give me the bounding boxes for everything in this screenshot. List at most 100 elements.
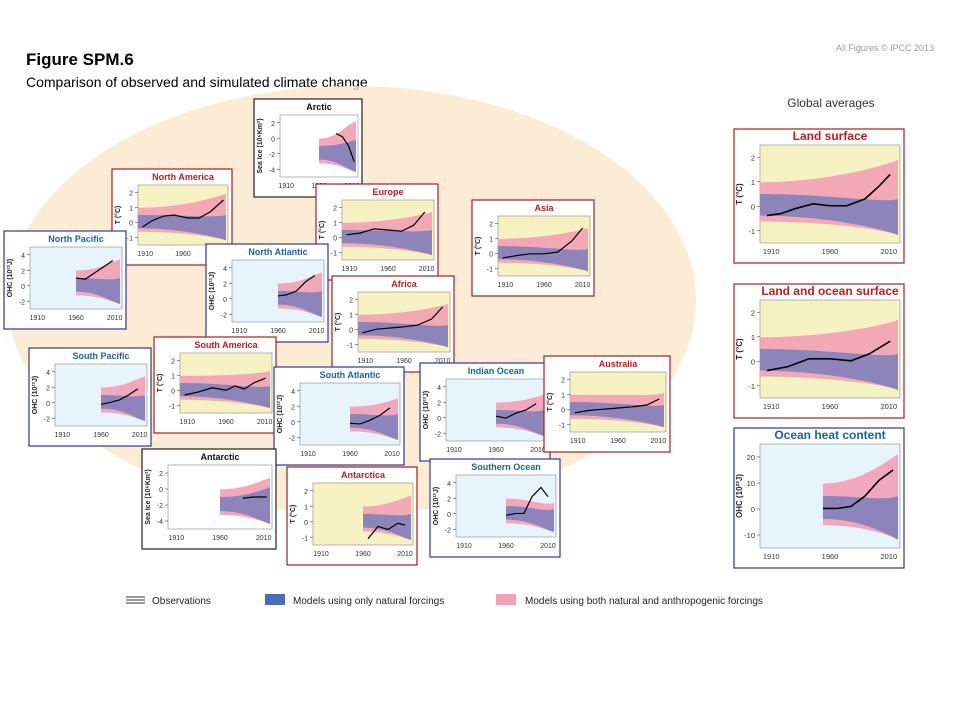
x-tick-label: 2010 xyxy=(575,282,591,289)
y-tick-label: -1 xyxy=(127,236,133,243)
panel-asia: Asia 2 1 0 -1 1910 1960 2010 T (°C) xyxy=(471,199,595,297)
x-tick-label: 2010 xyxy=(256,535,272,542)
y-tick-label: 2 xyxy=(223,281,227,288)
observations-line xyxy=(367,522,406,540)
y-tick-label: 1 xyxy=(751,178,755,187)
x-tick-label: 2010 xyxy=(397,551,413,558)
legend-both-label: Models using both natural and anthropoge… xyxy=(525,596,763,607)
y-tick-label: -4 xyxy=(269,167,275,174)
y-axis-label: T (°C) xyxy=(156,374,164,393)
y-axis-label: T (°C) xyxy=(735,183,744,205)
band-natural-forcings xyxy=(180,383,270,409)
panel-title: Africa xyxy=(391,279,418,289)
observations-line xyxy=(505,486,549,516)
y-axis-label: T (°C) xyxy=(289,505,297,524)
x-tick-label: 2010 xyxy=(540,543,556,550)
band-natural-forcings xyxy=(138,215,226,241)
legend-natural-label: Models using only natural forcings xyxy=(293,596,444,607)
panel-title: North Pacific xyxy=(48,234,104,244)
x-tick-label: 1960 xyxy=(355,551,371,558)
panel-title: Asia xyxy=(534,203,554,213)
panel-title: Indian Ocean xyxy=(468,366,525,376)
x-tick-label: 1910 xyxy=(55,432,71,439)
band-natural-forcings xyxy=(570,402,664,428)
x-tick-label: 1910 xyxy=(300,451,316,458)
y-tick-label: 10 xyxy=(747,479,755,488)
panel-title: Europe xyxy=(372,187,403,197)
panel-title: Antarctic xyxy=(200,452,239,462)
y-tick-label: 2 xyxy=(489,222,493,229)
x-tick-label: 2010 xyxy=(880,247,897,256)
y-tick-label: 4 xyxy=(447,481,451,488)
panel-title: Antarctica xyxy=(341,470,386,480)
y-tick-label: 0 xyxy=(171,389,175,396)
y-tick-label: 2 xyxy=(349,298,353,305)
y-tick-label: 1 xyxy=(751,333,755,342)
x-tick-label: 2010 xyxy=(435,358,451,365)
y-axis-label: OHC (10²²J) xyxy=(209,272,216,311)
band-natural-forcings xyxy=(278,291,322,318)
panel-title: South Atlantic xyxy=(320,370,381,380)
y-tick-label: 0 xyxy=(159,487,163,494)
y-axis-label: T (°C) xyxy=(546,393,554,412)
y-tick-label: -10 xyxy=(744,531,755,540)
x-tick-label: 2010 xyxy=(384,451,400,458)
y-axis-label: OHC (10²²J) xyxy=(433,487,440,526)
figure-title: Figure SPM.6 xyxy=(26,50,134,69)
x-tick-label: 1910 xyxy=(169,535,185,542)
y-tick-label: 1 xyxy=(349,313,353,320)
x-tick-label: 1960 xyxy=(396,358,412,365)
y-axis-label: OHC (10²²J) xyxy=(735,474,744,518)
observations-line xyxy=(362,306,444,334)
x-tick-label: 1910 xyxy=(763,552,780,561)
y-tick-label: -1 xyxy=(559,423,565,430)
observations-line xyxy=(100,388,139,405)
observations-line xyxy=(574,398,660,414)
x-tick-label: 1960 xyxy=(380,266,396,273)
x-tick-label: 1960 xyxy=(218,419,234,426)
observations-line xyxy=(349,407,391,425)
legend-natural-swatch xyxy=(265,594,285,605)
y-tick-label: 4 xyxy=(21,253,25,260)
global-averages-heading: Global averages xyxy=(787,96,874,110)
x-tick-label: 1910 xyxy=(342,266,358,273)
y-tick-label: 0 xyxy=(751,505,755,514)
observations-line xyxy=(766,173,891,217)
x-tick-label: 1960 xyxy=(68,315,84,322)
y-axis-label: OHC (10²²J) xyxy=(32,376,39,415)
observations-line xyxy=(502,227,584,259)
y-axis-label: OHC (10²²J) xyxy=(423,391,430,430)
copyright-credit: All Figures © IPCC 2013 xyxy=(835,43,934,53)
panel-title: Southern Ocean xyxy=(471,462,541,472)
y-tick-label: 1 xyxy=(561,393,565,400)
y-tick-label: 0 xyxy=(271,136,275,143)
y-tick-label: 2 xyxy=(46,385,50,392)
y-tick-label: -2 xyxy=(44,416,50,423)
x-tick-label: 1910 xyxy=(498,282,514,289)
x-tick-label: 1960 xyxy=(822,247,839,256)
y-tick-label: -1 xyxy=(347,343,353,350)
panel-antarctic: Antarctic 2 0 -2 -4 1910 1960 2010 Sea Ice (10⁶K… xyxy=(141,448,277,550)
x-tick-label: 2010 xyxy=(880,402,897,411)
y-tick-label: 0 xyxy=(129,221,133,228)
legend-observations-label: Observations xyxy=(152,596,211,607)
band-natural-forcings xyxy=(363,514,411,541)
y-tick-label: 0 xyxy=(304,520,308,527)
y-tick-label: 2 xyxy=(333,206,337,213)
y-tick-label: 0 xyxy=(751,202,755,211)
band-natural-forcings xyxy=(760,349,898,391)
x-tick-label: 1910 xyxy=(446,447,462,454)
y-tick-label: 4 xyxy=(291,389,295,396)
y-tick-label: 2 xyxy=(447,496,451,503)
y-axis-label: Sea Ice (10⁶Km²) xyxy=(145,469,152,524)
legend-both-swatch xyxy=(496,594,516,605)
observations-line xyxy=(242,496,267,499)
observations-line xyxy=(277,275,316,297)
y-tick-label: 2 xyxy=(159,471,163,478)
panel-north-atlantic: North Atlantic 4 2 0 -2 1910 1960 2010 OHC (10²²… xyxy=(205,243,329,343)
x-tick-label: 2010 xyxy=(257,419,273,426)
panel-title: Land and ocean surface xyxy=(761,284,899,298)
x-tick-label: 2010 xyxy=(530,447,546,454)
